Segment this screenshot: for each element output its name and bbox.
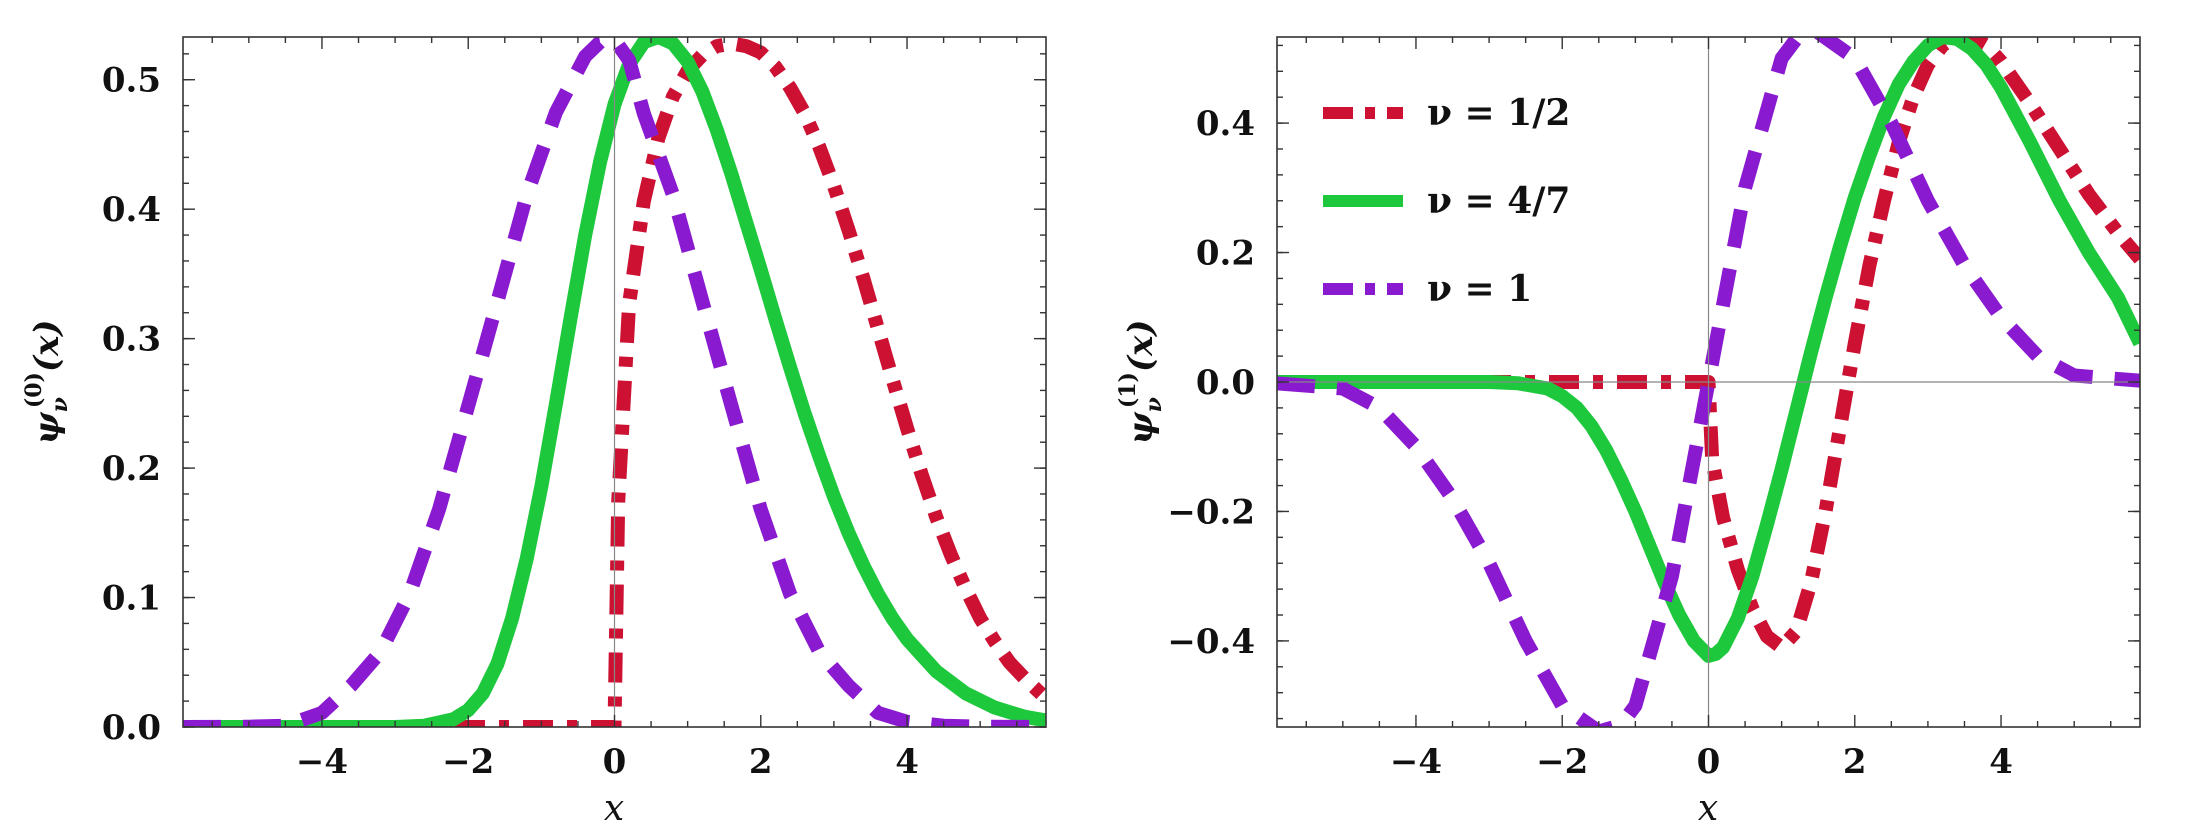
y-tick-label: 0.3 [102,320,161,360]
panel-1-ylabel-sub: ν [1141,397,1167,412]
panel-0-series [183,37,1046,727]
y-tick-label: 0.4 [1196,104,1255,144]
series--1-2-line [183,37,1046,727]
x-tick-label: 4 [895,742,919,782]
svg-text:ψν(0)(x): ψν(0)(x) [21,320,73,445]
legend-label: ν = 4/7 [1427,180,1570,222]
x-tick-label: 0 [603,742,627,782]
panel-1-ylabel-base: ψ [1121,411,1161,444]
y-tick-label: 0.2 [102,449,161,489]
panel-0-ticks [183,37,1046,728]
panel-1-tick-labels: −4 −2 0 2 4 −0.4 −0.2 0.0 0.2 0.4 [1167,104,2013,782]
legend-label: ν = 1/2 [1427,92,1570,134]
panel-0-tick-labels: −4 −2 0 2 4 0.0 0.1 0.2 0.3 0.4 0.5 [102,61,919,782]
panel-1-ylabel-arg: (x) [1121,320,1161,372]
x-tick-label: 0 [1697,742,1721,782]
panel-1-ticks [1277,37,2140,727]
y-tick-label: 0.0 [1196,363,1255,403]
y-tick-label: −0.2 [1167,492,1255,532]
y-tick-label: −0.4 [1167,622,1255,662]
x-tick-label: −2 [1536,742,1588,782]
x-tick-label: −4 [296,742,348,782]
panel-1-legend: ν = 1/2 ν = 4/7 ν = 1 [1323,92,1570,310]
y-tick-label: 0.0 [102,708,161,748]
y-tick-label: 0.1 [102,579,161,619]
x-tick-label: 2 [749,742,773,782]
y-tick-label: 0.5 [102,61,161,101]
x-tick-label: −2 [442,742,494,782]
panel-psi-0: −4 −2 0 2 4 0.0 0.1 0.2 0.3 0.4 0.5 x ψν(0)(x) [21,36,1047,829]
x-tick-label: 2 [1843,742,1867,782]
panel-0-ylabel-sup: (0) [21,372,47,408]
series--1-line [183,37,1046,727]
series--1-2-line [1277,37,2140,655]
panel-0-ylabel-arg: (x) [27,320,67,372]
panel-1-y-axis-label: ψν(1)(x) [1115,320,1167,445]
x-tick-label: −4 [1390,742,1442,782]
x-tick-label: 4 [1989,742,2013,782]
legend-label: ν = 1 [1427,268,1532,310]
panel-0-x-axis-label: x [604,788,624,829]
panel-1-x-axis-label: x [1698,788,1718,829]
panel-1-ylabel-sup: (1) [1115,372,1141,408]
series--4-7-line [1277,37,2140,663]
panel-0-ylabel-sub: ν [47,397,73,412]
panel-0-ylabel-base: ψ [27,411,67,444]
series--4-7-line [183,37,1046,727]
y-tick-label: 0.2 [1196,234,1255,274]
y-tick-label: 0.4 [102,190,161,230]
panel-1-series [1277,37,2140,727]
svg-text:ψν(1)(x): ψν(1)(x) [1115,320,1167,445]
panel-psi-1: −4 −2 0 2 4 −0.4 −0.2 0.0 0.2 0.4 x ψν(1)(x) ν = … [1115,36,2141,829]
panel-0-y-axis-label: ψν(0)(x) [21,320,73,445]
